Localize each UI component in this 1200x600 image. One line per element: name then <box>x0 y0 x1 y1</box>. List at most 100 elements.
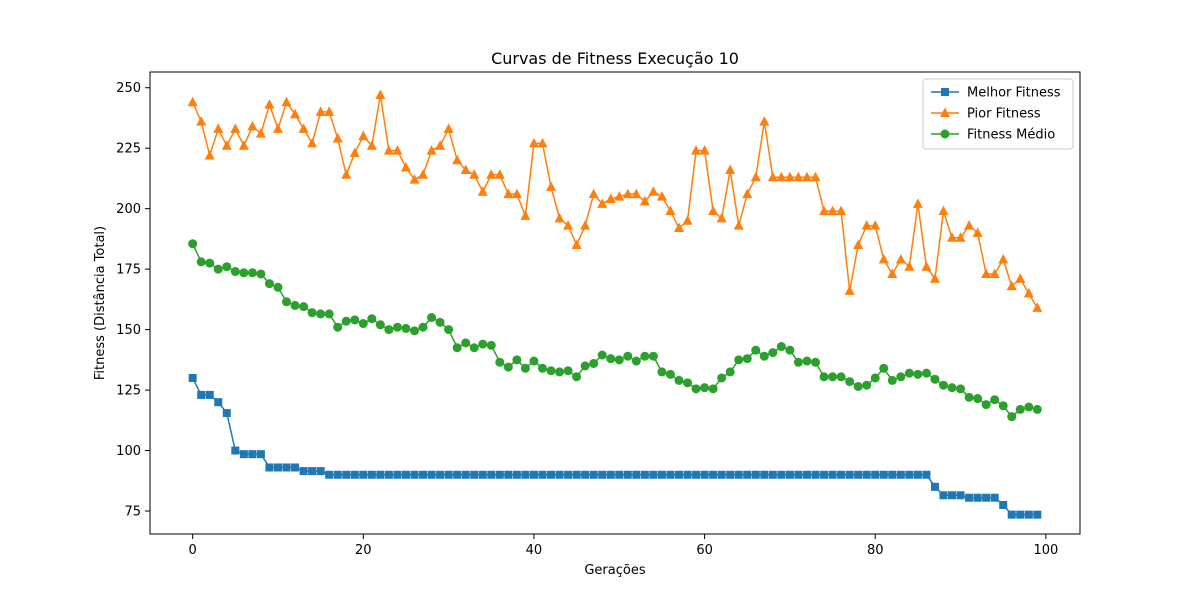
data-point-fitness-medio <box>239 268 249 278</box>
data-point-fitness-medio <box>998 401 1008 411</box>
data-point-fitness-medio <box>640 351 650 361</box>
data-point-melhor-fitness <box>683 470 692 479</box>
data-point-melhor-fitness <box>726 470 735 479</box>
data-point-fitness-medio <box>913 369 923 379</box>
y-tick-label: 250 <box>116 81 141 96</box>
data-point-fitness-medio <box>341 316 351 326</box>
data-point-melhor-fitness <box>333 470 342 479</box>
data-point-melhor-fitness <box>709 470 718 479</box>
data-point-melhor-fitness <box>436 470 445 479</box>
data-point-pior-fitness <box>878 253 889 264</box>
data-point-melhor-fitness <box>239 450 248 459</box>
data-point-fitness-medio <box>811 357 821 367</box>
data-point-melhor-fitness <box>777 470 786 479</box>
data-point-fitness-medio <box>947 383 957 393</box>
y-axis-label: Fitness (Distância Total) <box>93 226 108 380</box>
data-point-melhor-fitness <box>376 470 385 479</box>
data-point-fitness-medio <box>563 366 573 376</box>
data-point-pior-fitness <box>938 205 949 216</box>
legend-label: Pior Fitness <box>967 107 1041 122</box>
data-point-pior-fitness <box>989 268 1000 278</box>
data-point-melhor-fitness <box>973 493 982 502</box>
data-point-pior-fitness <box>614 191 625 201</box>
data-point-pior-fitness <box>844 285 855 295</box>
data-point-melhor-fitness <box>802 470 811 479</box>
data-point-pior-fitness <box>537 137 548 148</box>
data-point-fitness-medio <box>870 373 880 383</box>
data-point-melhor-fitness <box>273 463 282 472</box>
data-point-pior-fitness <box>204 149 215 160</box>
data-point-pior-fitness <box>383 145 394 155</box>
data-point-melhor-fitness <box>615 470 624 479</box>
data-point-fitness-medio <box>904 368 914 378</box>
data-point-melhor-fitness <box>751 470 760 479</box>
data-point-pior-fitness <box>213 123 224 133</box>
data-point-pior-fitness <box>921 261 932 271</box>
data-point-fitness-medio <box>614 355 624 365</box>
data-point-pior-fitness <box>1006 280 1017 291</box>
data-point-melhor-fitness <box>811 470 820 479</box>
legend-swatch-marker <box>940 107 950 117</box>
data-point-pior-fitness <box>708 205 719 216</box>
legend-label: Fitness Médio <box>967 128 1055 143</box>
data-point-pior-fitness <box>1032 302 1043 312</box>
data-point-fitness-medio <box>282 297 292 307</box>
data-point-fitness-medio <box>324 309 334 319</box>
data-point-pior-fitness <box>870 220 881 230</box>
data-point-pior-fitness <box>759 116 770 126</box>
data-point-pior-fitness <box>290 108 301 119</box>
data-point-melhor-fitness <box>956 491 965 500</box>
data-point-fitness-medio <box>427 313 437 323</box>
data-point-melhor-fitness <box>359 470 368 479</box>
data-point-fitness-medio <box>674 375 684 385</box>
data-point-melhor-fitness <box>478 470 487 479</box>
legend-entry-pior-fitness: Pior Fitness <box>931 107 1041 122</box>
data-point-fitness-medio <box>307 308 317 318</box>
data-point-melhor-fitness <box>470 470 479 479</box>
data-point-pior-fitness <box>912 198 923 208</box>
data-point-pior-fitness <box>546 181 557 191</box>
data-point-melhor-fitness <box>717 470 726 479</box>
data-point-melhor-fitness <box>547 470 556 479</box>
data-point-melhor-fitness <box>572 470 581 479</box>
data-point-pior-fitness <box>861 220 872 230</box>
data-point-pior-fitness <box>639 195 650 206</box>
data-point-fitness-medio <box>700 383 710 393</box>
data-point-pior-fitness <box>298 123 309 133</box>
data-point-pior-fitness <box>1015 273 1026 283</box>
data-point-melhor-fitness <box>692 470 701 479</box>
series-pior-fitness <box>187 89 1043 312</box>
x-tick-label: 0 <box>189 543 197 558</box>
data-point-pior-fitness <box>272 123 283 133</box>
y-tick-label: 175 <box>116 263 141 278</box>
data-point-pior-fitness <box>187 96 198 107</box>
data-point-melhor-fitness <box>854 470 863 479</box>
data-point-pior-fitness <box>460 164 471 174</box>
data-point-fitness-medio <box>1007 412 1017 422</box>
data-point-pior-fitness <box>230 123 241 133</box>
data-point-pior-fitness <box>358 130 369 141</box>
data-point-melhor-fitness <box>291 463 300 472</box>
data-point-melhor-fitness <box>982 493 991 502</box>
data-point-fitness-medio <box>461 338 471 348</box>
data-point-melhor-fitness <box>529 470 538 479</box>
data-point-melhor-fitness <box>256 450 265 459</box>
data-point-melhor-fitness <box>453 470 462 479</box>
data-point-pior-fitness <box>972 227 983 237</box>
legend-swatch-marker <box>940 129 950 139</box>
data-point-pior-fitness <box>511 188 522 199</box>
data-point-fitness-medio <box>222 262 232 272</box>
series-layer <box>187 89 1043 519</box>
data-point-pior-fitness <box>563 220 574 230</box>
data-point-fitness-medio <box>247 268 257 278</box>
data-point-fitness-medio <box>725 367 735 377</box>
data-point-melhor-fitness <box>640 470 649 479</box>
data-point-pior-fitness <box>307 137 318 148</box>
data-point-pior-fitness <box>750 171 761 182</box>
data-point-melhor-fitness <box>1024 510 1033 519</box>
data-point-melhor-fitness <box>308 467 317 476</box>
data-point-fitness-medio <box>358 319 368 329</box>
data-point-fitness-medio <box>597 350 607 360</box>
data-point-pior-fitness <box>221 140 232 150</box>
data-point-pior-fitness <box>673 222 684 233</box>
